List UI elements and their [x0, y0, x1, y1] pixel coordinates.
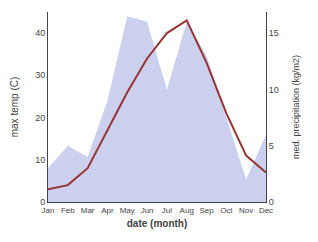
svg-text:Aug: Aug — [180, 206, 194, 215]
svg-text:30: 30 — [35, 70, 45, 80]
svg-text:Sep: Sep — [199, 206, 214, 215]
svg-text:Nov: Nov — [239, 206, 253, 215]
svg-text:May: May — [120, 206, 135, 215]
svg-text:Jan: Jan — [42, 206, 55, 215]
svg-text:max temp (C): max temp (C) — [9, 77, 20, 138]
svg-text:Mar: Mar — [81, 206, 95, 215]
svg-text:Feb: Feb — [61, 206, 75, 215]
svg-text:10: 10 — [269, 85, 279, 95]
svg-text:5: 5 — [269, 141, 274, 151]
svg-text:date (month): date (month) — [127, 218, 188, 229]
svg-text:10: 10 — [35, 155, 45, 165]
svg-text:15: 15 — [269, 28, 279, 38]
svg-text:0: 0 — [269, 197, 274, 207]
svg-text:Jul: Jul — [162, 206, 172, 215]
svg-text:20: 20 — [35, 113, 45, 123]
svg-text:Jun: Jun — [141, 206, 154, 215]
svg-text:med. precipitation (kg/m2): med. precipitation (kg/m2) — [291, 55, 301, 159]
svg-text:Apr: Apr — [101, 206, 114, 215]
svg-text:Dec: Dec — [259, 206, 273, 215]
svg-text:0: 0 — [40, 197, 45, 207]
svg-text:40: 40 — [35, 28, 45, 38]
svg-text:Oct: Oct — [220, 206, 233, 215]
